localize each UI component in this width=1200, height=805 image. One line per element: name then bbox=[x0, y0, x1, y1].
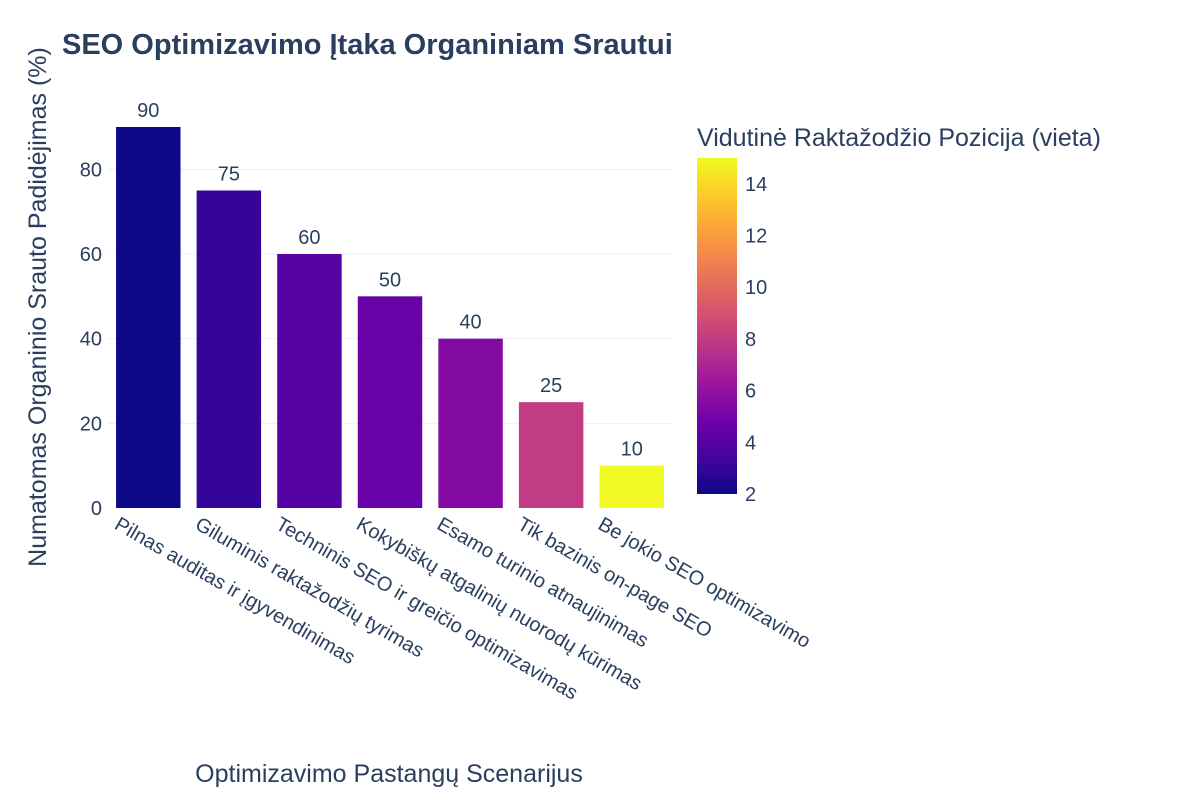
x-axis-ticks: Pilnas auditas ir įgyvendinimasGiluminis… bbox=[111, 513, 814, 704]
y-tick-label: 0 bbox=[91, 498, 102, 520]
bar bbox=[277, 254, 342, 508]
bar-value-label: 75 bbox=[218, 164, 240, 186]
bar bbox=[518, 402, 584, 508]
colorbar-gradient bbox=[697, 158, 737, 494]
y-axis-label: Numatomas Organinio Srauto Padidėjimas (… bbox=[24, 47, 52, 567]
bar-value-label: 40 bbox=[459, 312, 481, 334]
bar bbox=[196, 190, 262, 508]
bar-value-label: 50 bbox=[379, 269, 401, 291]
colorbar: Vidutinė Raktažodžio Pozicija (vieta) 2 4… bbox=[697, 124, 1101, 506]
bar bbox=[599, 465, 664, 508]
y-axis-ticks: 0 20 40 60 80 bbox=[80, 159, 102, 520]
colorbar-tick-label: 6 bbox=[745, 381, 756, 403]
colorbar-title: Vidutinė Raktažodžio Pozicija (vieta) bbox=[697, 124, 1101, 152]
colorbar-tick-label: 8 bbox=[745, 329, 756, 351]
bars: 90 75 60 50 40 25 10 bbox=[116, 100, 664, 509]
bar-value-label: 90 bbox=[137, 100, 159, 122]
bar bbox=[438, 338, 503, 508]
colorbar-tick-label: 4 bbox=[745, 432, 756, 454]
colorbar-tick-label: 10 bbox=[745, 277, 767, 299]
bar-value-label: 25 bbox=[540, 375, 562, 397]
bar bbox=[357, 296, 423, 508]
y-tick-label: 80 bbox=[80, 159, 102, 181]
colorbar-tick-label: 14 bbox=[745, 174, 767, 196]
x-axis-label: Optimizavimo Pastangų Scenarijus bbox=[195, 760, 583, 788]
y-tick-label: 20 bbox=[80, 413, 102, 435]
bar bbox=[116, 127, 181, 509]
bar-value-label: 10 bbox=[621, 439, 643, 461]
y-tick-label: 60 bbox=[80, 244, 102, 266]
colorbar-tick-label: 2 bbox=[745, 484, 756, 506]
y-tick-label: 40 bbox=[80, 329, 102, 351]
bar-value-label: 60 bbox=[298, 227, 320, 249]
chart-title: SEO Optimizavimo Įtaka Organiniam Srautu… bbox=[62, 29, 673, 61]
colorbar-tick-label: 12 bbox=[745, 226, 767, 248]
